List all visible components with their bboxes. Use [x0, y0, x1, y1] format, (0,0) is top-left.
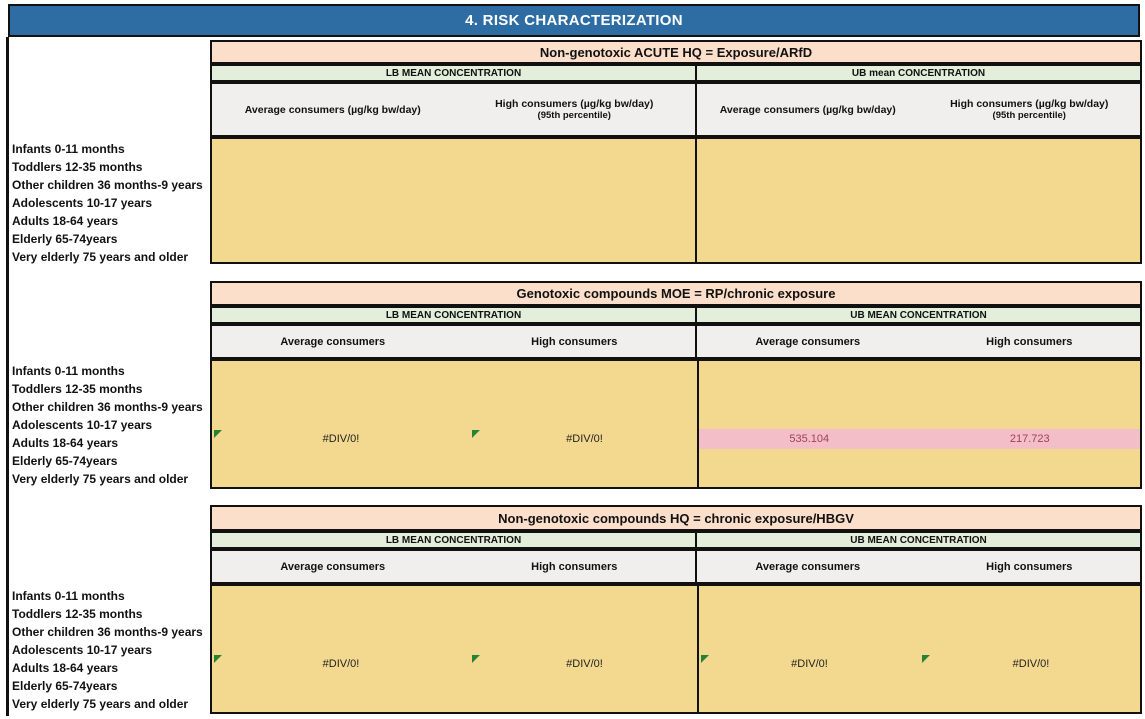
row-label[interactable]: Very elderly 75 years and older: [12, 250, 189, 264]
row-label[interactable]: Adolescents 10-17 years: [12, 196, 153, 210]
error-indicator-icon: [214, 430, 222, 438]
error-indicator-icon: [214, 655, 222, 663]
genotoxic-ub-mean-header[interactable]: UB MEAN CONCENTRATION: [850, 309, 987, 321]
row-label[interactable]: Toddlers 12-35 months: [12, 382, 143, 396]
genotoxic-ub-high-adults-cell[interactable]: 217.723: [1009, 433, 1050, 445]
row-label[interactable]: Adolescents 10-17 years: [12, 643, 153, 657]
section-acute-data-area: [210, 137, 1142, 264]
acute-lb-mean-header[interactable]: LB MEAN CONCENTRATION: [212, 66, 697, 80]
error-indicator-icon: [922, 655, 930, 663]
error-indicator-icon: [472, 655, 480, 663]
row-label[interactable]: Toddlers 12-35 months: [12, 160, 143, 174]
genotoxic-ub-average-consumers-header[interactable]: Average consumers: [755, 335, 861, 348]
genotoxic-row-labels: Infants 0-11 months Toddlers 12-35 month…: [12, 362, 208, 488]
row-label[interactable]: Toddlers 12-35 months: [12, 607, 143, 621]
nongenotoxic-row-labels: Infants 0-11 months Toddlers 12-35 month…: [12, 587, 208, 713]
genotoxic-lb-high-consumers-header[interactable]: High consumers: [531, 335, 618, 348]
nongenotoxic-ub-average-consumers-header[interactable]: Average consumers: [755, 560, 861, 573]
row-label[interactable]: Very elderly 75 years and older: [12, 697, 189, 711]
acute-lb-high-consumers-header[interactable]: High consumers (µg/kg bw/day) (95th perc…: [495, 98, 654, 121]
nongenotoxic-lb-high-consumers-header[interactable]: High consumers: [531, 560, 618, 573]
section-genotoxic-concentration-row: LB MEAN CONCENTRATION UB MEAN CONCENTRAT…: [210, 306, 1142, 324]
genotoxic-ub-highlight-row: 535.104 217.723: [699, 429, 1140, 449]
genotoxic-lb-mean-header[interactable]: LB MEAN CONCENTRATION: [212, 308, 697, 322]
section-acute-column-headers: Average consumers (µg/kg bw/day) High co…: [210, 82, 1142, 137]
section-genotoxic-header[interactable]: Genotoxic compounds MOE = RP/chronic exp…: [210, 281, 1142, 306]
sheet-left-border: [6, 37, 9, 716]
acute-ub-mean-header[interactable]: UB mean CONCENTRATION: [851, 67, 986, 79]
section-nongenotoxic-concentration-row: LB MEAN CONCENTRATION UB MEAN CONCENTRAT…: [210, 531, 1142, 549]
nongenotoxic-lb-average-adults-cell[interactable]: #DIV/0!: [322, 658, 360, 670]
page-title[interactable]: 4. RISK CHARACTERIZATION: [8, 4, 1140, 37]
row-label[interactable]: Infants 0-11 months: [12, 142, 125, 156]
nongenotoxic-lb-high-adults-cell[interactable]: #DIV/0!: [566, 658, 603, 670]
row-label[interactable]: Elderly 65-74years: [12, 232, 118, 246]
lb-ub-divider: [697, 586, 699, 712]
nongenotoxic-lb-average-consumers-header[interactable]: Average consumers: [280, 560, 386, 573]
nongenotoxic-ub-mean-header[interactable]: UB MEAN CONCENTRATION: [850, 534, 987, 546]
error-indicator-icon: [472, 430, 480, 438]
row-label[interactable]: Elderly 65-74years: [12, 679, 118, 693]
section-nongenotoxic-header[interactable]: Non-genotoxic compounds HQ = chronic exp…: [210, 505, 1142, 531]
acute-lb-data-cells[interactable]: [212, 139, 697, 262]
section-nongenotoxic-column-headers: Average consumers High consumers Average…: [210, 549, 1142, 584]
section-acute-concentration-row: LB MEAN CONCENTRATION UB mean CONCENTRAT…: [210, 64, 1142, 82]
section-acute-header[interactable]: Non-genotoxic ACUTE HQ = Exposure/ARfD: [210, 40, 1142, 64]
row-label[interactable]: Adults 18-64 years: [12, 661, 119, 675]
genotoxic-lb-high-adults-cell[interactable]: #DIV/0!: [566, 433, 603, 445]
row-label[interactable]: Infants 0-11 months: [12, 364, 125, 378]
genotoxic-lb-average-consumers-header[interactable]: Average consumers: [280, 335, 386, 348]
lb-ub-divider: [697, 361, 699, 487]
nongenotoxic-ub-average-adults-cell[interactable]: #DIV/0!: [791, 658, 828, 670]
nongenotoxic-ub-high-consumers-header[interactable]: High consumers: [986, 560, 1073, 573]
acute-ub-data-cells[interactable]: [697, 139, 1140, 262]
acute-row-labels: Infants 0-11 months Toddlers 12-35 month…: [12, 140, 208, 266]
row-label[interactable]: Other children 36 months-9 years: [12, 178, 203, 192]
row-label[interactable]: Elderly 65-74years: [12, 454, 118, 468]
acute-lb-average-consumers-header[interactable]: Average consumers (µg/kg bw/day): [244, 103, 421, 116]
row-label[interactable]: Other children 36 months-9 years: [12, 625, 203, 639]
row-label[interactable]: Adults 18-64 years: [12, 214, 119, 228]
row-label[interactable]: Adults 18-64 years: [12, 436, 119, 450]
genotoxic-ub-average-adults-cell[interactable]: 535.104: [789, 433, 830, 445]
row-label[interactable]: Very elderly 75 years and older: [12, 472, 189, 486]
section-nongenotoxic-data-area: #DIV/0! #DIV/0! #DIV/0! #DIV/0!: [210, 584, 1142, 714]
section-genotoxic-column-headers: Average consumers High consumers Average…: [210, 324, 1142, 359]
row-label[interactable]: Other children 36 months-9 years: [12, 400, 203, 414]
row-label[interactable]: Adolescents 10-17 years: [12, 418, 153, 432]
row-label[interactable]: Infants 0-11 months: [12, 589, 125, 603]
acute-ub-high-consumers-header[interactable]: High consumers (µg/kg bw/day) (95th perc…: [950, 98, 1109, 121]
section-genotoxic-data-area: #DIV/0! #DIV/0! 535.104 217.723: [210, 359, 1142, 489]
error-indicator-icon: [701, 655, 709, 663]
genotoxic-ub-high-consumers-header[interactable]: High consumers: [986, 335, 1073, 348]
genotoxic-lb-average-adults-cell[interactable]: #DIV/0!: [322, 433, 360, 445]
acute-ub-average-consumers-header[interactable]: Average consumers (µg/kg bw/day): [719, 103, 896, 116]
nongenotoxic-ub-high-adults-cell[interactable]: #DIV/0!: [1012, 658, 1050, 670]
nongenotoxic-lb-mean-header[interactable]: LB MEAN CONCENTRATION: [212, 533, 697, 547]
